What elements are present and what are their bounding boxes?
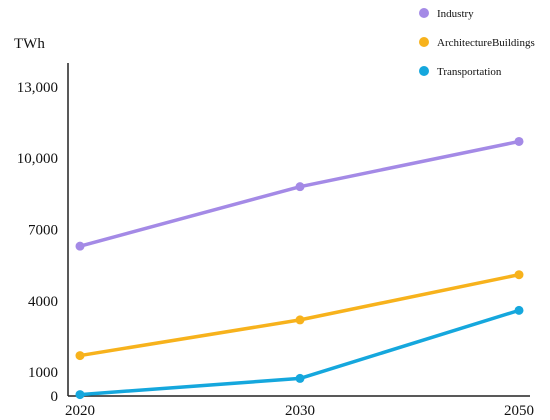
- data-point-transportation: [514, 305, 524, 315]
- legend-label: Transportation: [437, 66, 502, 78]
- axes: [67, 63, 530, 397]
- legend-marker: [419, 66, 429, 76]
- data-point-transportation: [295, 373, 305, 383]
- legend-label: ArchitectureBuildings: [437, 37, 535, 49]
- y-tick-label: 0: [51, 389, 59, 405]
- x-tick-label: 2050: [504, 403, 534, 419]
- x-tick-labels: 2020 2030 2050: [65, 403, 534, 419]
- legend-marker: [419, 37, 429, 47]
- y-tick-label: 7000: [28, 223, 58, 239]
- y-tick-label: 4000: [28, 294, 58, 310]
- y-tick-label: 1000: [28, 365, 58, 381]
- data-point-transportation: [75, 390, 85, 400]
- legend-label: Industry: [437, 8, 474, 20]
- legend-marker: [419, 8, 429, 18]
- x-tick-label: 2020: [65, 403, 95, 419]
- series-line-architecturebuildings: [78, 272, 521, 358]
- data-point-industry: [295, 182, 305, 192]
- data-point-industry: [75, 241, 85, 251]
- legend: Industry ArchitectureBuildings Transportat…: [419, 8, 535, 78]
- y-tick-label: 13,000: [17, 80, 58, 96]
- data-point-architecturebuildings: [75, 351, 85, 361]
- y-axis-unit-label: TWh: [14, 36, 45, 52]
- x-tick-label: 2030: [285, 403, 315, 419]
- data-point-industry: [514, 136, 524, 146]
- data-point-architecturebuildings: [514, 270, 524, 280]
- series-lines: [75, 136, 524, 400]
- y-tick-labels: 0 1000 4000 7000 10,000 13,000: [17, 80, 58, 405]
- data-point-architecturebuildings: [295, 315, 305, 325]
- series-line-industry: [78, 139, 521, 248]
- y-tick-label: 10,000: [17, 151, 58, 167]
